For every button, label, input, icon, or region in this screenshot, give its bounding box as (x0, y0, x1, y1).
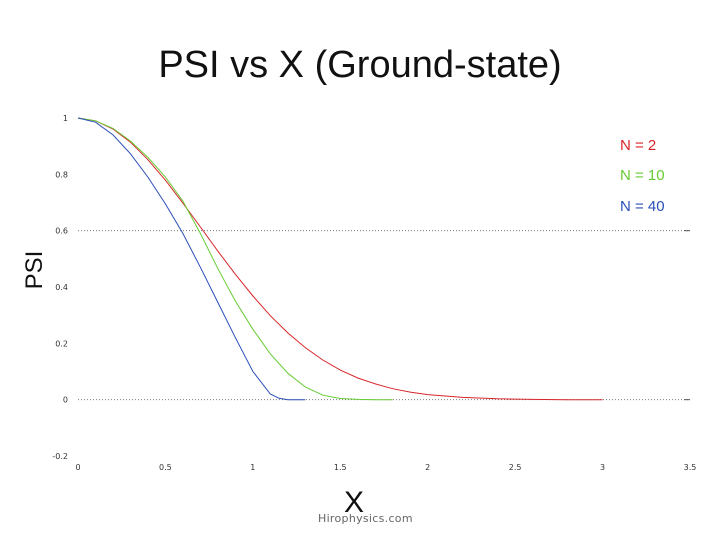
x-tick-label: 0.5 (159, 463, 172, 472)
y-tick-label: 0.8 (55, 170, 68, 179)
x-tick-label: 2.5 (509, 463, 522, 472)
x-tick-label: 1.5 (334, 463, 347, 472)
watermark: Hirophysics.com (318, 512, 413, 525)
x-tick-label: 0 (75, 463, 80, 472)
y-tick-label: 1 (63, 114, 68, 123)
series-line-1 (77, 117, 393, 401)
y-tick-label: 0.6 (55, 227, 68, 236)
y-tick-label: 0.2 (55, 339, 68, 348)
x-tick-label: 1 (250, 463, 255, 472)
y-tick-label: 0 (63, 396, 68, 405)
series-line-0 (77, 117, 603, 401)
legend-entry-n40: N = 40 (620, 198, 665, 215)
x-axis-label: X (344, 486, 365, 519)
y-tick-label: -0.2 (52, 452, 68, 461)
x-tick-label: 2 (425, 463, 430, 472)
x-tick-label: 3.5 (684, 463, 697, 472)
legend-entry-n2: N = 2 (620, 137, 657, 154)
series-line-2 (77, 117, 306, 401)
x-tick-label: 3 (600, 463, 605, 472)
y-tick-label: 0.4 (55, 283, 68, 292)
chart-title: PSI vs X (Ground-state) (158, 44, 562, 86)
legend-entry-n10: N = 10 (620, 167, 665, 184)
